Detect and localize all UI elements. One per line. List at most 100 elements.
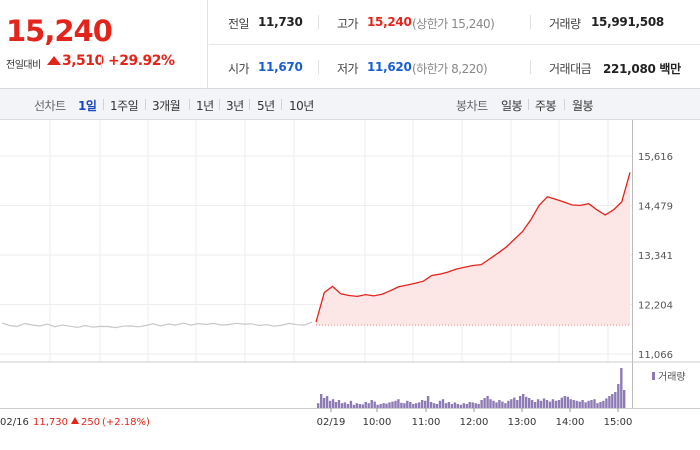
prev-day-info: 02/16 11,730 250 (+2.18%) (0, 417, 150, 428)
volume-bar (450, 404, 454, 408)
volume-bar (477, 404, 480, 408)
line-chart-label: 선차트 (34, 99, 66, 113)
volume-bar (504, 403, 507, 408)
high-value: 15,240 (367, 15, 412, 29)
volume-bar (489, 399, 492, 408)
prev-close-label: 전일 (228, 17, 250, 31)
volume-bar (400, 402, 403, 408)
volume-bar (370, 400, 373, 408)
volume-bar (424, 400, 427, 408)
volume-bar (468, 402, 471, 408)
volume-bar (596, 403, 599, 408)
volume-bar (542, 398, 546, 408)
volume-bar (602, 400, 605, 408)
quote-row-divider (209, 44, 700, 45)
candle-chart-label: 봉차트 (456, 99, 488, 113)
prev-day-line (1, 321, 313, 329)
volume-bar (320, 394, 323, 408)
volume-bar (525, 396, 528, 408)
volume-bar (614, 392, 617, 408)
volume-bar (346, 404, 350, 408)
volume-bar (322, 398, 326, 408)
volume-bar (441, 399, 445, 408)
up-small-icon (71, 417, 79, 424)
volume-bar (385, 403, 388, 408)
volume-bar (456, 404, 459, 408)
volume-bar (530, 400, 534, 408)
price-tick-label: 11,066 (638, 350, 673, 361)
upper-limit-note: (상한가 15,240) (412, 17, 495, 31)
lower-limit-note: (하한가 8,220) (412, 62, 488, 76)
volume-bar (590, 400, 593, 408)
change-amount: 3,510 (62, 53, 104, 69)
tab-monthly-candle[interactable]: 월봉 (572, 99, 594, 113)
volume-bar (447, 402, 451, 408)
volume-bar (317, 403, 320, 408)
volume-bar (349, 400, 353, 408)
volume-bar (421, 400, 424, 408)
tab-daily-candle[interactable]: 일봉 (501, 99, 523, 113)
tab-1-week[interactable]: 1주일 (110, 99, 139, 113)
volume-value: 15,991,508 (591, 15, 664, 29)
volume-bar (584, 402, 587, 408)
volume-bar (599, 402, 602, 408)
volume-bar (337, 400, 341, 408)
volume-bar (501, 401, 504, 408)
tab-divider (281, 99, 282, 110)
tab-weekly-candle[interactable]: 주봉 (535, 99, 557, 113)
volume-bar (364, 402, 367, 408)
volume-bar (569, 399, 572, 408)
volume-bar (548, 401, 552, 408)
open-label: 시가 (228, 62, 250, 76)
up-arrow-icon (47, 56, 61, 65)
volume-bar (495, 402, 498, 408)
volume-bar (498, 400, 501, 408)
x-tick-label: 13:00 (508, 417, 537, 428)
volume-bar (331, 399, 335, 408)
volume-bar (572, 400, 575, 408)
volume-label: 거래량 (549, 17, 581, 31)
change-percent: +29.92% (108, 53, 175, 69)
volume-bar (611, 394, 614, 408)
volume-bar (528, 398, 531, 408)
volume-bar (608, 396, 611, 408)
tab-5-year[interactable]: 5년 (257, 99, 275, 113)
volume-bar (507, 400, 510, 408)
tab-divider (189, 99, 190, 110)
volume-bar (343, 402, 347, 408)
volume-bar (483, 398, 486, 408)
price-tick-label: 13,341 (638, 251, 673, 262)
volume-bar (382, 403, 385, 408)
prev-close-value: 11,730 (258, 15, 303, 29)
volume-bar (539, 400, 543, 408)
volume-bar (516, 400, 519, 408)
volume-bar (617, 384, 620, 408)
x-tick-label: 11:00 (412, 417, 441, 428)
quote-panel: 15,240 전일대비 3,510 +29.92% 전일 11,730 고가 1… (0, 0, 700, 89)
volume-legend-label: 거래량 (658, 371, 686, 383)
volume-bar (560, 397, 563, 408)
intraday-price-line (315, 172, 631, 323)
price-chart: 15,616 14,479 13,341 12,204 11,066 거래량 02/19 10… (0, 120, 700, 428)
volume-bar (459, 404, 462, 408)
volume-bar (513, 397, 516, 408)
volume-bar (575, 400, 578, 408)
volume-bar (587, 400, 590, 408)
volume-bar (397, 399, 400, 408)
volume-bar (486, 396, 489, 408)
price-tick-label: 15,616 (638, 152, 673, 163)
tab-3-year[interactable]: 3년 (226, 99, 244, 113)
tab-1-year[interactable]: 1년 (196, 99, 214, 113)
high-label: 고가 (337, 17, 359, 31)
volume-bar (379, 404, 382, 408)
volume-bar (355, 403, 358, 408)
tab-10-year[interactable]: 10년 (289, 99, 314, 113)
x-tick-label: 02/19 (317, 417, 346, 428)
volume-bar (367, 403, 370, 408)
tab-divider (249, 99, 250, 110)
low-value: 11,620 (367, 60, 412, 74)
cell-divider (318, 60, 319, 74)
tab-3-month[interactable]: 3개월 (152, 99, 181, 113)
tab-1-day[interactable]: 1일 (78, 99, 97, 113)
prev-day-change-pct: (+2.18%) (102, 417, 150, 428)
